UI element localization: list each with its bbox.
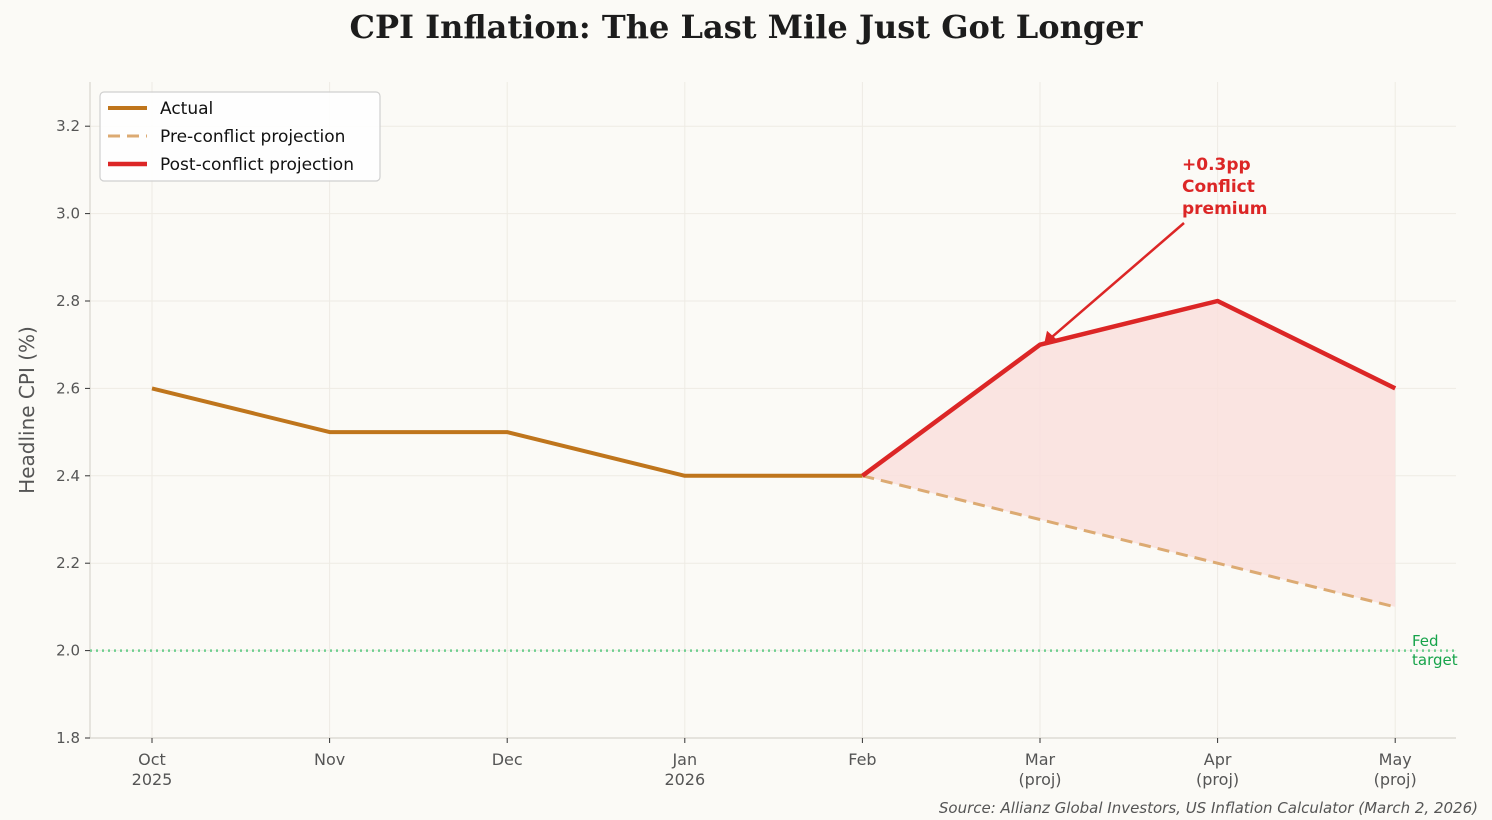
x-tick-label: Oct 2025 (132, 750, 173, 789)
legend-label: Post-conflict projection (160, 155, 354, 175)
x-tick-label-line: May (1379, 750, 1412, 769)
series-line-pre-conflict-projection (862, 474, 1396, 609)
x-tick-label-line: (proj) (1018, 770, 1061, 789)
annotation-arrowhead (1044, 330, 1057, 345)
y-tick-label: 2.4 (56, 467, 80, 485)
annotation-label-line: +0.3pp (1182, 155, 1251, 175)
x-tick-label: Jan 2026 (664, 750, 705, 789)
fed-target-label: Fed target (1412, 632, 1458, 669)
series-line-actual (151, 386, 863, 478)
y-tick-label: 2.0 (56, 642, 80, 660)
x-tick-label-line: Apr (1204, 750, 1232, 769)
annotation-label: +0.3pp Conflict premium (1182, 155, 1267, 219)
shaded-conflict-region (862, 301, 1396, 607)
chart-title: CPI Inflation: The Last Mile Just Got Lo… (349, 8, 1143, 46)
x-tick-label-line: 2026 (664, 770, 705, 789)
y-tick-label: 2.6 (56, 379, 80, 397)
annotation-label-line: Conflict (1182, 177, 1255, 197)
x-tick-label: Mar (proj) (1018, 750, 1061, 789)
x-tick-label-line: Dec (492, 750, 523, 769)
y-tick-label: 1.8 (56, 729, 80, 747)
x-tick-label-line: (proj) (1374, 770, 1417, 789)
legend-label: Actual (160, 99, 213, 119)
y-tick-label: 2.2 (56, 554, 80, 572)
y-axis-label: Headline CPI (%) (15, 326, 39, 494)
x-tick-label-line: 2025 (132, 770, 173, 789)
x-tick-label-line: Nov (314, 750, 345, 769)
x-tick-label: Nov (314, 750, 345, 769)
x-tick-label: Apr (proj) (1196, 750, 1239, 789)
x-tick-label: Dec (492, 750, 523, 769)
legend-label: Pre-conflict projection (160, 127, 345, 147)
y-tick-label: 2.8 (56, 292, 80, 310)
legend-box (99, 91, 381, 182)
x-tick-label-line: Mar (1025, 750, 1056, 769)
x-tick-label-line: Feb (848, 750, 876, 769)
annotation-arrow (1049, 222, 1185, 340)
fed-target-label-line: Fed (1412, 632, 1439, 650)
x-tick-label-line: Oct (138, 750, 166, 769)
legend: Actual Pre-conflict projection Post-confli… (99, 91, 381, 182)
y-tick-label: 3.0 (56, 205, 80, 223)
series-line-post-conflict-projection (861, 298, 1397, 478)
x-tick-label: Feb (848, 750, 876, 769)
annotation-label-line: premium (1182, 199, 1267, 219)
x-tick-label-line: Jan (671, 750, 697, 769)
source-note: Source: Allianz Global Investors, US Inf… (938, 799, 1478, 817)
y-tick-label: 3.2 (56, 117, 80, 135)
x-tick-label: May (proj) (1374, 750, 1417, 789)
x-tick-label-line: (proj) (1196, 770, 1239, 789)
fed-target-label-line: target (1412, 651, 1458, 669)
